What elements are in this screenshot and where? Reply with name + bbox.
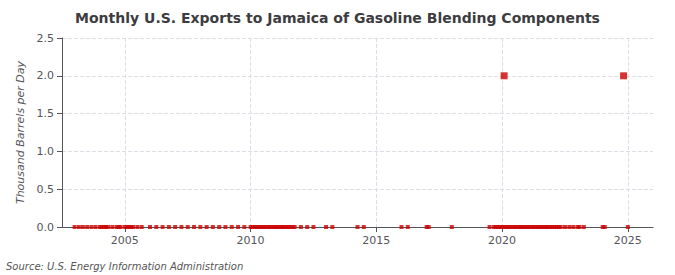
svg-text:0.5: 0.5 bbox=[37, 183, 55, 196]
svg-text:Monthly U.S. Exports to Jamaic: Monthly U.S. Exports to Jamaica of Gasol… bbox=[75, 10, 600, 26]
svg-text:Source: U.S. Energy Informatio: Source: U.S. Energy Information Administ… bbox=[6, 261, 243, 272]
svg-text:2015: 2015 bbox=[362, 234, 390, 247]
svg-text:1.0: 1.0 bbox=[37, 145, 55, 158]
svg-text:2.5: 2.5 bbox=[37, 32, 55, 45]
svg-text:0.0: 0.0 bbox=[37, 221, 55, 234]
svg-text:2005: 2005 bbox=[111, 234, 139, 247]
svg-text:1.5: 1.5 bbox=[37, 107, 55, 120]
svg-text:Thousand Barrels per Day: Thousand Barrels per Day bbox=[14, 60, 27, 204]
svg-text:2020: 2020 bbox=[488, 234, 516, 247]
svg-text:2025: 2025 bbox=[614, 234, 642, 247]
svg-text:2.0: 2.0 bbox=[37, 69, 55, 82]
svg-text:2010: 2010 bbox=[237, 234, 265, 247]
